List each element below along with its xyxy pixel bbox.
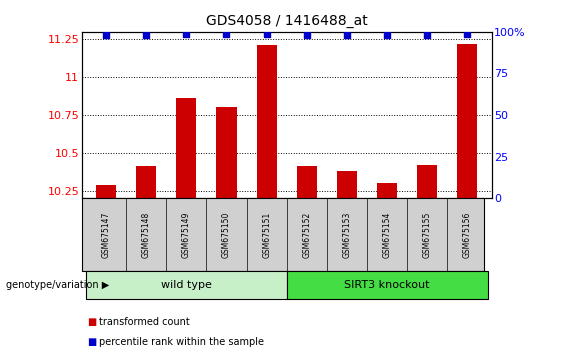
Title: GDS4058 / 1416488_at: GDS4058 / 1416488_at [206,14,368,28]
Text: GSM675155: GSM675155 [423,211,432,258]
Text: wild type: wild type [161,280,212,290]
Bar [96,185,116,198]
Bar [136,166,156,198]
Point [102,32,111,38]
Text: genotype/variation ▶: genotype/variation ▶ [6,280,109,290]
Text: GSM675148: GSM675148 [142,211,151,258]
Bar [86,271,287,299]
Text: GSM675149: GSM675149 [182,211,191,258]
Point [142,32,151,38]
Text: GSM675152: GSM675152 [302,211,311,258]
Bar [377,183,397,198]
Text: SIRT3 knockout: SIRT3 knockout [345,280,430,290]
Point [182,31,191,36]
Point [383,32,392,38]
Point [342,32,351,38]
Bar [418,165,437,198]
Text: transformed count: transformed count [99,317,190,327]
Point [302,32,311,38]
Text: ■: ■ [88,317,97,327]
Text: GSM675153: GSM675153 [342,211,351,258]
Point [463,31,472,36]
Point [262,31,271,36]
Text: GSM675151: GSM675151 [262,211,271,258]
Text: GSM675156: GSM675156 [463,211,472,258]
Bar [337,171,357,198]
Text: percentile rank within the sample: percentile rank within the sample [99,337,264,347]
Text: GSM675147: GSM675147 [102,211,111,258]
Point [423,32,432,38]
Text: ■: ■ [88,337,97,347]
Text: GSM675150: GSM675150 [222,211,231,258]
Bar [176,98,197,198]
Bar [297,166,317,198]
Text: GSM675154: GSM675154 [383,211,392,258]
Bar [458,44,477,198]
Bar [216,108,237,198]
Bar [287,271,488,299]
Bar [257,45,277,198]
Point [222,31,231,36]
